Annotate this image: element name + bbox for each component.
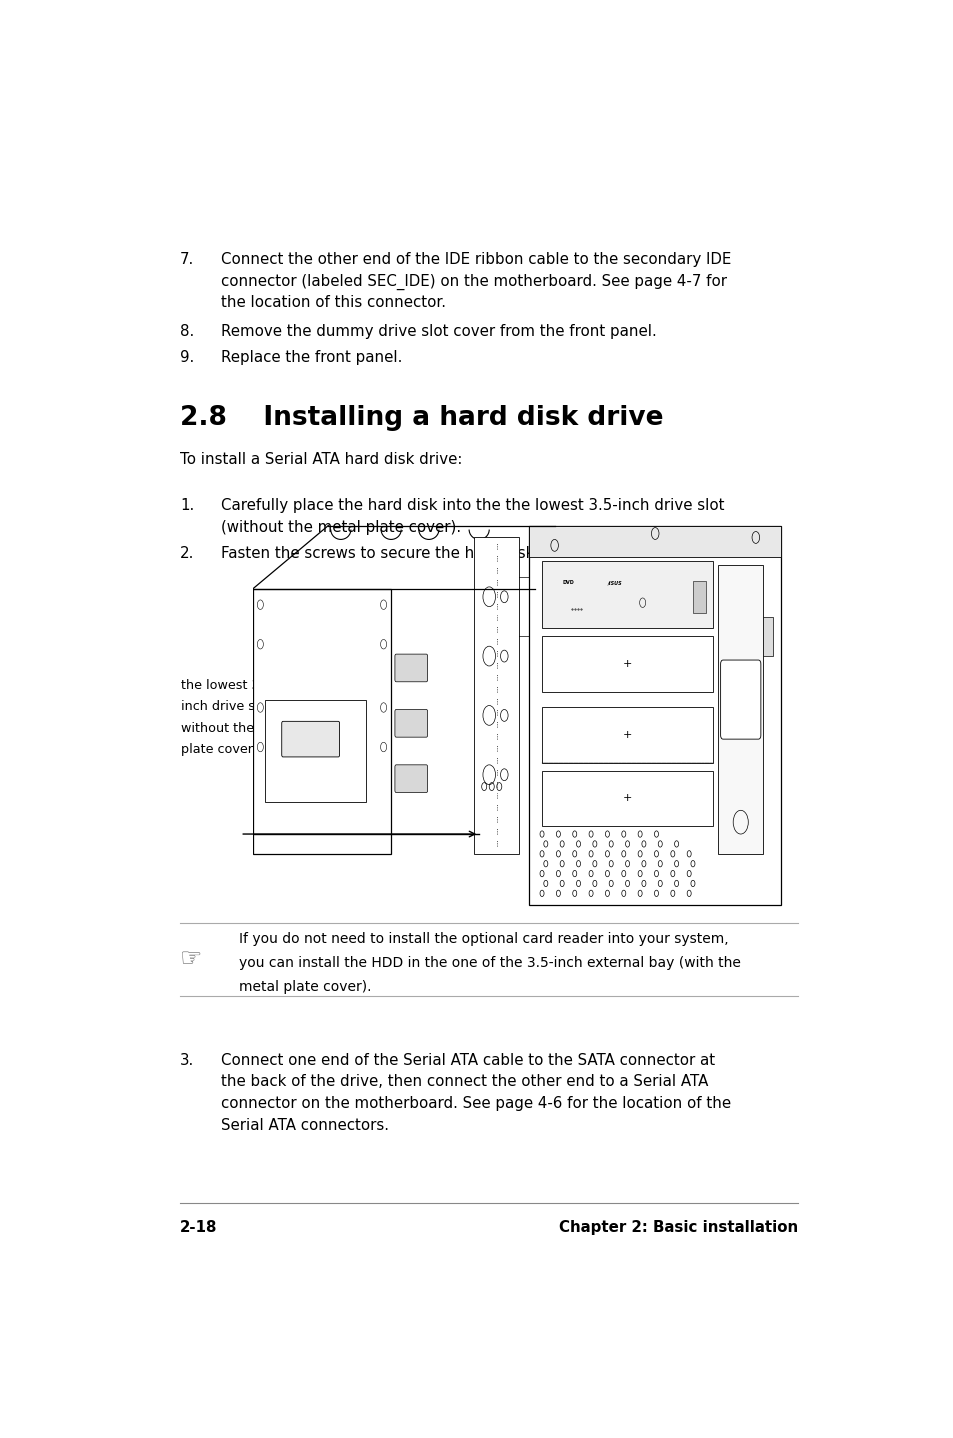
Bar — [265, 700, 366, 802]
FancyBboxPatch shape — [395, 765, 427, 792]
Text: the back of the drive, then connect the other end to a Serial ATA: the back of the drive, then connect the … — [221, 1074, 708, 1090]
Text: Remove the dummy drive slot cover from the front panel.: Remove the dummy drive slot cover from t… — [221, 324, 657, 339]
Text: Connect the other end of the IDE ribbon cable to the secondary IDE: Connect the other end of the IDE ribbon … — [221, 252, 731, 267]
Text: Serial ATA connectors.: Serial ATA connectors. — [221, 1117, 389, 1133]
Text: +: + — [622, 659, 632, 669]
Bar — [529, 525, 781, 906]
FancyBboxPatch shape — [281, 722, 339, 756]
Text: If you do not need to install the optional card reader into your system,: If you do not need to install the option… — [239, 932, 728, 946]
Text: (without the metal plate cover).: (without the metal plate cover). — [221, 519, 461, 535]
FancyBboxPatch shape — [395, 709, 427, 738]
Text: 7.: 7. — [180, 252, 193, 267]
Bar — [541, 636, 712, 692]
Text: +: + — [622, 731, 632, 741]
Text: Replace the front panel.: Replace the front panel. — [221, 349, 402, 365]
Text: DVD: DVD — [561, 581, 574, 585]
Bar — [474, 538, 518, 854]
Bar — [762, 617, 773, 656]
Bar — [529, 525, 781, 557]
Text: without the metal: without the metal — [180, 722, 294, 735]
Text: 1.: 1. — [180, 498, 193, 513]
Text: 2-18: 2-18 — [180, 1219, 217, 1235]
Bar — [541, 561, 712, 628]
Text: 8.: 8. — [180, 324, 193, 339]
Text: you can install the HDD in the one of the 3.5-inch external bay (with the: you can install the HDD in the one of th… — [239, 956, 740, 971]
Text: Connect one end of the Serial ATA cable to the SATA connector at: Connect one end of the Serial ATA cable … — [221, 1053, 715, 1068]
Text: the lowest 3.5-: the lowest 3.5- — [180, 679, 275, 692]
Text: plate cover: plate cover — [180, 743, 253, 756]
Bar — [541, 771, 712, 825]
Text: +: + — [622, 794, 632, 804]
Text: Carefully place the hard disk into the the lowest 3.5-inch drive slot: Carefully place the hard disk into the t… — [221, 498, 724, 513]
Text: 3.: 3. — [180, 1053, 193, 1068]
Text: metal plate cover).: metal plate cover). — [239, 979, 371, 994]
FancyBboxPatch shape — [720, 660, 760, 739]
Text: 2.8    Installing a hard disk drive: 2.8 Installing a hard disk drive — [180, 406, 662, 431]
Text: ☞: ☞ — [179, 948, 202, 972]
Text: To install a Serial ATA hard disk drive:: To install a Serial ATA hard disk drive: — [180, 452, 462, 466]
Text: Chapter 2: Basic installation: Chapter 2: Basic installation — [558, 1219, 797, 1235]
Bar — [253, 590, 391, 854]
Text: the location of this connector.: the location of this connector. — [221, 295, 446, 311]
Text: inch drive slot: inch drive slot — [180, 700, 271, 713]
Text: connector on the motherboard. See page 4-6 for the location of the: connector on the motherboard. See page 4… — [221, 1096, 731, 1112]
Text: 2.: 2. — [180, 545, 194, 561]
Bar — [718, 565, 762, 854]
Text: 9.: 9. — [180, 349, 193, 365]
FancyBboxPatch shape — [395, 654, 427, 682]
Text: connector (labeled SEC_IDE) on the motherboard. See page 4-7 for: connector (labeled SEC_IDE) on the mothe… — [221, 273, 726, 290]
Text: /ISUS: /ISUS — [607, 581, 621, 585]
Bar — [692, 581, 705, 613]
Bar — [541, 707, 712, 762]
Text: Fasten the screws to secure the hard disk to the drive slot.: Fasten the screws to secure the hard dis… — [221, 545, 663, 561]
